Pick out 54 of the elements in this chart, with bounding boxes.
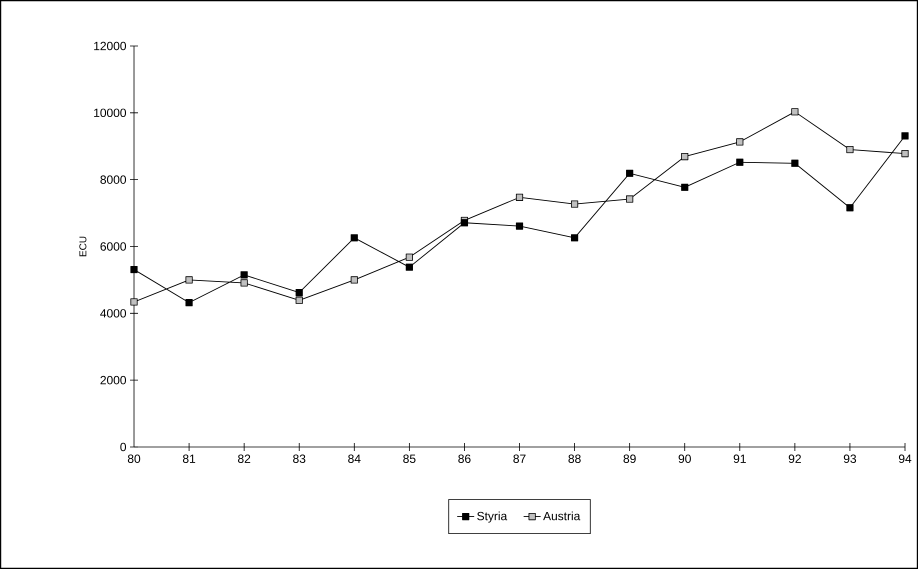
point <box>296 296 303 304</box>
x-tick-label: 88 <box>568 454 581 463</box>
x-tick-label: 94 <box>898 454 912 463</box>
point <box>570 234 578 242</box>
point <box>350 234 358 242</box>
point <box>516 222 524 230</box>
point <box>846 146 854 154</box>
y-axis-title: ECU <box>79 236 86 256</box>
x-tick-label: 91 <box>734 454 746 463</box>
point <box>240 271 248 278</box>
point <box>626 195 634 203</box>
point <box>681 152 688 160</box>
point <box>406 254 413 261</box>
point <box>846 204 854 212</box>
point <box>350 276 358 284</box>
point <box>185 276 193 284</box>
y-tick-label: 6000 <box>100 242 126 251</box>
point <box>516 194 524 201</box>
y-tick-label: 8000 <box>100 175 126 184</box>
y-tick-label: 4000 <box>100 309 126 318</box>
point <box>406 264 413 271</box>
x-tick-label: 89 <box>624 454 636 463</box>
point <box>130 298 138 306</box>
point <box>570 200 578 208</box>
x-tick-label: 80 <box>128 454 140 463</box>
x-tick-label: 81 <box>182 454 196 463</box>
x-tick-label: 86 <box>458 454 471 463</box>
point <box>240 279 248 287</box>
point <box>130 266 138 274</box>
point <box>681 184 688 191</box>
point <box>791 160 798 167</box>
point <box>901 150 909 158</box>
point <box>901 132 909 140</box>
point <box>460 219 468 226</box>
x-tick-label: 93 <box>844 454 856 463</box>
point <box>296 289 303 296</box>
point <box>626 170 634 177</box>
point <box>185 299 193 306</box>
legend-label: Austria <box>543 512 580 520</box>
point <box>736 138 744 146</box>
x-tick-label: 92 <box>788 454 801 463</box>
legend-label: Styria <box>477 512 508 523</box>
y-tick-label: 10000 <box>94 108 126 118</box>
point <box>791 108 798 116</box>
y-tick-label: 0 <box>120 442 126 452</box>
x-tick-label: 87 <box>513 454 526 463</box>
y-tick-label: 12000 <box>94 42 126 50</box>
x-tick-label: 90 <box>678 454 691 463</box>
x-tick-label: 83 <box>293 454 306 463</box>
point <box>736 158 744 166</box>
x-tick-label: 84 <box>348 454 361 463</box>
x-tick-label: 85 <box>403 454 416 463</box>
x-tick-label: 82 <box>238 454 250 463</box>
y-tick-label: 2000 <box>100 376 126 384</box>
